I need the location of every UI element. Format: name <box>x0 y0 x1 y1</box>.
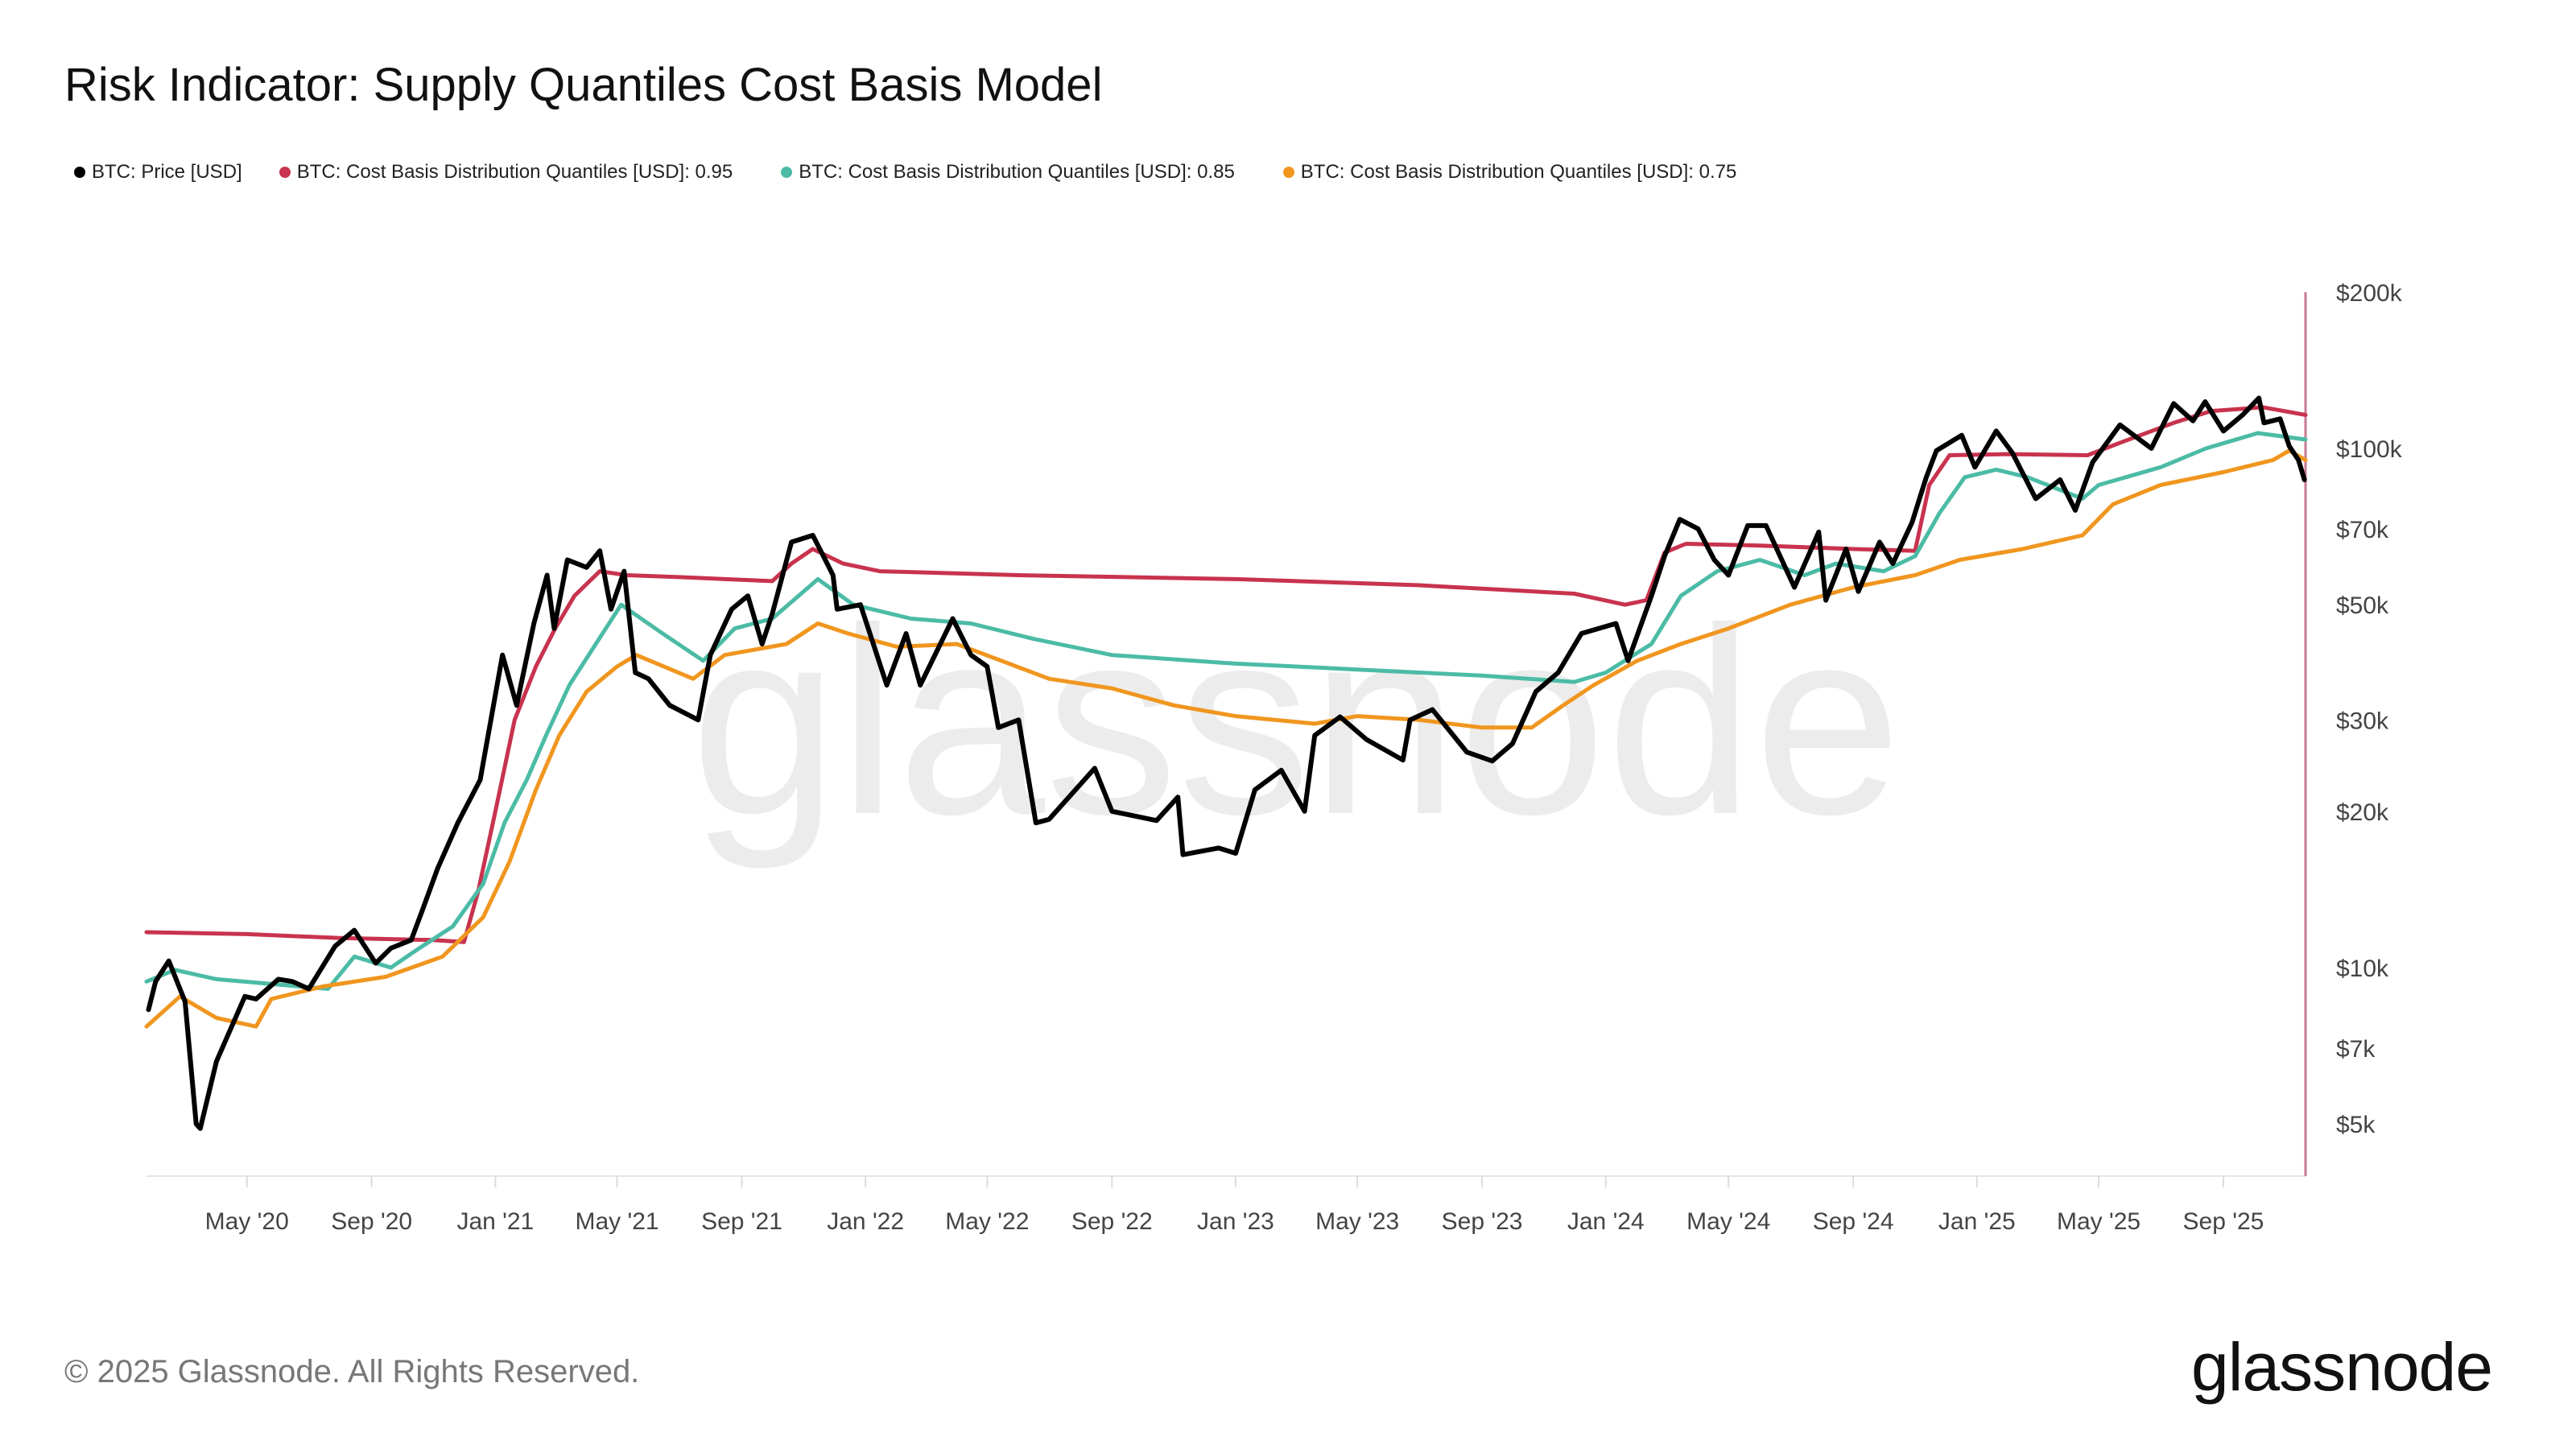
x-tick-label: Sep '22 <box>1071 1208 1153 1235</box>
y-tick-label: $30k <box>2336 708 2389 734</box>
legend-marker-q85 <box>781 167 793 178</box>
legend: BTC: Price [USD] BTC: Cost Basis Distrib… <box>74 161 1773 184</box>
price-line <box>146 395 2307 1131</box>
legend-label: BTC: Price [USD] <box>92 161 242 183</box>
series-lines <box>144 395 2308 1131</box>
y-tick-label: $70k <box>2336 517 2389 543</box>
x-tick-label: May '20 <box>205 1208 289 1235</box>
x-tick-label: May '23 <box>1315 1208 1399 1235</box>
legend-label: BTC: Cost Basis Distribution Quantiles [… <box>1300 161 1737 183</box>
y-tick-label: $100k <box>2336 436 2403 463</box>
chart-title: Risk Indicator: Supply Quantiles Cost Ba… <box>64 59 1103 111</box>
y-tick-label: $20k <box>2336 799 2389 826</box>
legend-item-q95[interactable]: BTC: Cost Basis Distribution Quantiles [… <box>279 161 733 184</box>
x-tick-label: Sep '20 <box>331 1208 412 1235</box>
glassnode-logo: glassnode <box>2191 1329 2493 1405</box>
x-tick-label: Sep '25 <box>2183 1208 2264 1235</box>
x-tick-label: Jan '24 <box>1567 1208 1645 1235</box>
legend-label: BTC: Cost Basis Distribution Quantiles [… <box>799 161 1235 183</box>
x-tick-label: Sep '21 <box>701 1208 782 1235</box>
x-tick-label: Jan '25 <box>1938 1208 2016 1235</box>
legend-marker-q95 <box>279 167 291 178</box>
x-tick-label: May '24 <box>1686 1208 1770 1235</box>
copyright-footer: © 2025 Glassnode. All Rights Reserved. <box>64 1354 640 1389</box>
x-tick-label: May '25 <box>2057 1208 2140 1235</box>
x-tick-label: Sep '24 <box>1813 1208 1894 1235</box>
legend-item-q75[interactable]: BTC: Cost Basis Distribution Quantiles [… <box>1282 161 1737 184</box>
q95-line <box>144 405 2308 944</box>
y-tick-label: $7k <box>2336 1036 2376 1063</box>
legend-marker-price <box>74 167 85 178</box>
q75-line <box>144 448 2308 1029</box>
y-axis: $200k $100k $70k $50k $30k $20k $10k $7k $5k <box>2304 280 2403 1176</box>
y-tick-label: $50k <box>2336 592 2389 619</box>
legend-label: BTC: Cost Basis Distribution Quantiles [… <box>296 161 733 183</box>
x-tick-label: Jan '21 <box>456 1208 534 1235</box>
legend-item-price[interactable]: BTC: Price [USD] <box>74 161 242 184</box>
legend-item-q85[interactable]: BTC: Cost Basis Distribution Quantiles [… <box>781 161 1235 184</box>
x-axis: May '20 Sep '20 Jan '21 May '21 Sep '21 Jan '… <box>147 1175 2306 1235</box>
x-tick-label: Jan '22 <box>827 1208 904 1235</box>
x-tick-label: Sep '23 <box>1442 1208 1523 1235</box>
y-tick-label: $200k <box>2336 280 2403 307</box>
legend-marker-q75 <box>1282 167 1294 178</box>
x-tick-label: May '22 <box>945 1208 1029 1235</box>
y-tick-label: $5k <box>2336 1112 2376 1138</box>
q85-line <box>144 431 2308 991</box>
x-tick-label: Jan '23 <box>1197 1208 1274 1235</box>
x-tick-label: May '21 <box>575 1208 658 1235</box>
y-tick-label: $10k <box>2336 956 2389 982</box>
